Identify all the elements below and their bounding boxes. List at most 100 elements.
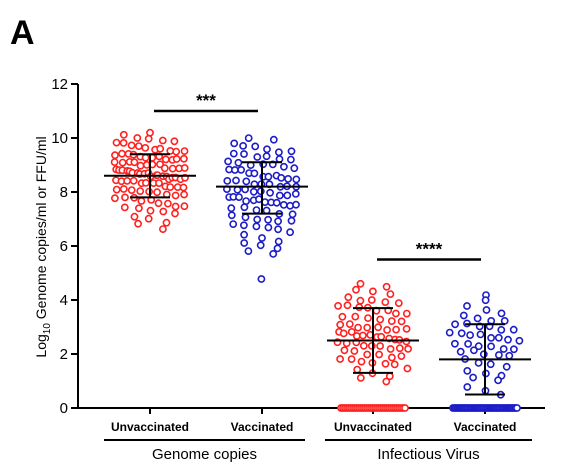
x-axis-labels: Unvaccinated Vaccinated Unvaccinated Vaccin… bbox=[104, 420, 532, 463]
data-point bbox=[283, 191, 292, 200]
data-point bbox=[445, 328, 454, 337]
data-point bbox=[180, 202, 189, 211]
data-point bbox=[286, 228, 294, 237]
data-point bbox=[158, 225, 167, 233]
data-point bbox=[144, 214, 153, 223]
data-point bbox=[352, 332, 361, 340]
data-point bbox=[486, 360, 495, 369]
data-point bbox=[153, 188, 161, 197]
data-point bbox=[163, 199, 172, 208]
data-point bbox=[353, 365, 362, 374]
y-tick-label: 12 bbox=[51, 76, 68, 93]
data-point bbox=[112, 138, 121, 147]
data-point bbox=[395, 344, 404, 353]
data-point bbox=[352, 285, 360, 294]
data-point bbox=[499, 345, 508, 353]
data-point bbox=[179, 183, 188, 192]
svg-text:Log10 Genome copies/ml or FFU: Log10 Genome copies/ml or FFU/ml bbox=[33, 136, 53, 357]
data-point bbox=[253, 215, 262, 224]
data-point bbox=[288, 210, 297, 219]
data-point bbox=[401, 404, 409, 412]
data-point bbox=[171, 209, 179, 218]
data-point bbox=[386, 290, 395, 298]
data-point bbox=[274, 237, 283, 246]
data-point bbox=[244, 247, 253, 255]
data-point bbox=[284, 174, 292, 183]
data-point bbox=[134, 219, 142, 228]
data-point bbox=[251, 142, 260, 151]
data-point bbox=[394, 299, 403, 307]
data-point bbox=[262, 152, 271, 161]
data-point bbox=[121, 193, 129, 202]
data-point bbox=[487, 333, 495, 342]
data-point bbox=[272, 198, 281, 207]
data-point bbox=[252, 206, 261, 214]
data-point bbox=[227, 204, 236, 213]
data-point bbox=[481, 296, 490, 305]
data-point bbox=[264, 172, 273, 181]
data-point bbox=[482, 306, 491, 314]
data-point bbox=[347, 327, 356, 336]
data-point bbox=[509, 325, 518, 334]
data-point bbox=[235, 193, 243, 201]
data-point bbox=[240, 150, 248, 158]
data-point bbox=[402, 309, 411, 318]
data-point bbox=[146, 128, 154, 137]
data-point bbox=[127, 141, 136, 150]
data-point bbox=[387, 317, 396, 325]
data-point bbox=[253, 153, 262, 161]
data-point bbox=[383, 326, 391, 334]
data-point bbox=[129, 176, 138, 185]
data-point bbox=[450, 339, 459, 348]
data-point bbox=[242, 197, 250, 205]
data-point bbox=[136, 187, 145, 195]
data-point bbox=[463, 366, 472, 375]
data-point bbox=[390, 360, 399, 369]
data-point bbox=[515, 336, 524, 345]
y-tick-label: 8 bbox=[60, 184, 68, 201]
data-point bbox=[266, 188, 274, 197]
data-point bbox=[180, 190, 188, 199]
data-point bbox=[494, 351, 503, 359]
data-point bbox=[241, 213, 250, 222]
data-point bbox=[451, 320, 459, 329]
data-point bbox=[118, 149, 126, 158]
y-tick-label: 0 bbox=[60, 400, 68, 417]
data-point bbox=[239, 221, 248, 230]
data-point bbox=[504, 335, 512, 344]
data-point bbox=[363, 350, 372, 359]
significance-annotations: ******* bbox=[154, 91, 481, 261]
data-point bbox=[381, 359, 390, 368]
data-point bbox=[457, 329, 466, 338]
x-category-label: Vaccinated bbox=[454, 420, 517, 434]
data-point bbox=[110, 158, 119, 166]
data-point bbox=[256, 241, 265, 250]
data-point bbox=[141, 143, 150, 152]
data-point bbox=[112, 185, 121, 194]
data-point bbox=[494, 376, 502, 385]
data-point bbox=[474, 358, 483, 367]
data-point bbox=[227, 211, 236, 220]
data-point bbox=[240, 203, 249, 212]
data-point bbox=[229, 220, 238, 228]
data-point bbox=[154, 199, 163, 208]
data-point bbox=[510, 345, 518, 354]
data-point bbox=[356, 279, 365, 288]
y-axis-label: Log10 Genome copies/ml or FFU/ml bbox=[33, 136, 53, 357]
y-axis-label-rest: Genome copies/ml or FFU/ml bbox=[33, 136, 49, 323]
data-point bbox=[287, 216, 296, 225]
data-point bbox=[240, 230, 248, 239]
data-point bbox=[502, 362, 511, 371]
stat-bars bbox=[104, 153, 531, 396]
data-point bbox=[463, 302, 471, 310]
data-point bbox=[168, 164, 177, 173]
data-point bbox=[239, 141, 247, 150]
data-point bbox=[166, 183, 175, 191]
data-point bbox=[141, 153, 150, 162]
data-point bbox=[264, 215, 272, 224]
data-point bbox=[336, 320, 345, 329]
data-point bbox=[500, 316, 509, 325]
data-point bbox=[133, 134, 142, 142]
group-label: Genome copies bbox=[152, 446, 257, 463]
x-category-label: Vaccinated bbox=[231, 420, 294, 434]
